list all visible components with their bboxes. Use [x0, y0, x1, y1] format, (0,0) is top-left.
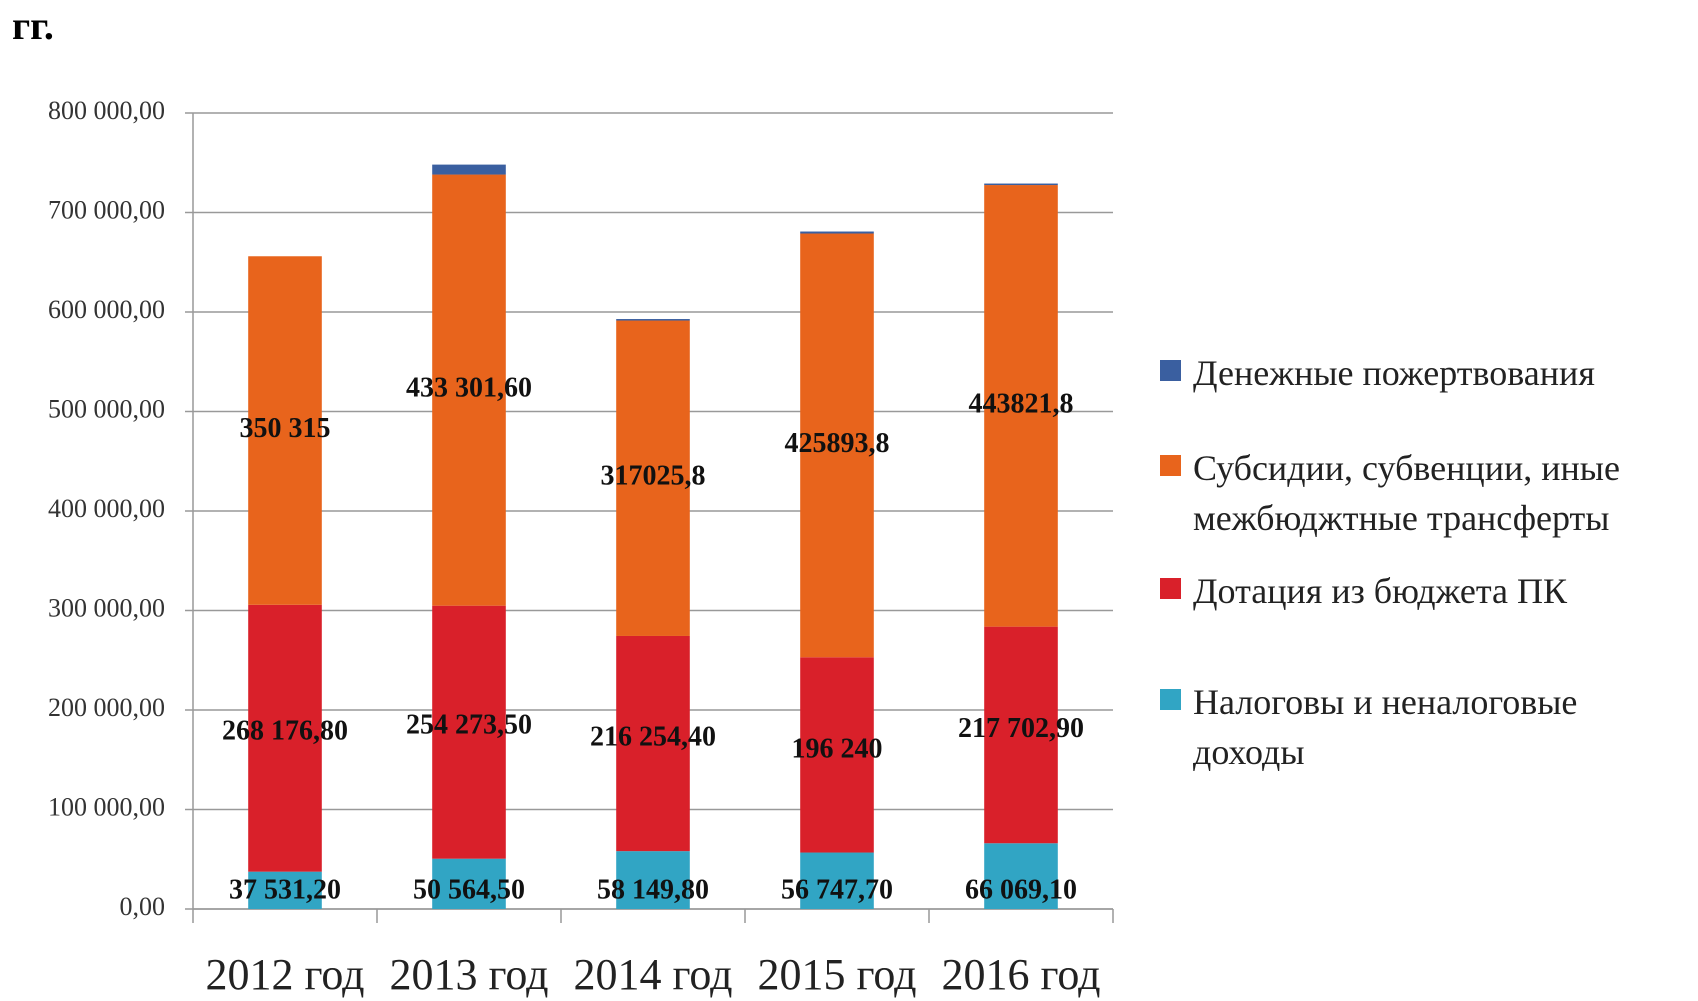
data-label: 196 240 — [792, 733, 883, 764]
data-label: 37 531,20 — [229, 874, 341, 905]
bar-segment — [800, 233, 874, 658]
x-tick-label: 2015 год — [757, 950, 916, 999]
data-label: 217 702,90 — [958, 713, 1084, 744]
legend-item: Дотация из бюджета ПК — [1160, 566, 1690, 616]
bar-segment — [248, 256, 322, 605]
bar-segment — [432, 164, 506, 175]
bar-segment — [248, 604, 322, 872]
legend-swatch — [1160, 578, 1181, 599]
legend-swatch — [1160, 360, 1181, 381]
data-label: 350 315 — [240, 413, 331, 444]
bar-segment — [984, 183, 1058, 186]
data-label: 317025,8 — [601, 461, 706, 492]
bar-segment — [800, 852, 874, 909]
y-tick-label: 700 000,00 — [48, 195, 165, 224]
y-tick-label: 300 000,00 — [48, 593, 165, 622]
bar-segment — [248, 871, 322, 909]
legend-label: Субсидии, субвенции, иные межбюджтные тр… — [1193, 448, 1620, 538]
data-label: 56 747,70 — [781, 874, 893, 905]
bar-segment — [800, 231, 874, 234]
data-label: 66 069,10 — [965, 874, 1077, 905]
bar-segment — [616, 635, 690, 852]
y-tick-label: 400 000,00 — [48, 494, 165, 523]
chart-title: гг. — [12, 3, 54, 48]
bar-segment — [616, 319, 690, 321]
y-tick-label: 500 000,00 — [48, 394, 165, 423]
y-tick-label: 800 000,00 — [48, 96, 165, 125]
data-label: 216 254,40 — [590, 722, 716, 753]
bar-segment — [984, 185, 1058, 627]
bar-segment — [800, 657, 874, 853]
legend-label: Налоговы и неналоговые доходы — [1193, 682, 1578, 772]
bar-segment — [984, 626, 1058, 844]
legend-label: Денежные пожертвования — [1193, 353, 1595, 393]
y-tick-label: 200 000,00 — [48, 693, 165, 722]
data-label: 50 564,50 — [413, 874, 525, 905]
data-label: 433 301,60 — [406, 373, 532, 404]
bar-segment — [432, 858, 506, 909]
data-label: 425893,8 — [785, 428, 890, 459]
data-label: 58 149,80 — [597, 874, 709, 905]
legend-item: Налоговы и неналоговые доходы — [1160, 677, 1690, 777]
data-label: 268 176,80 — [222, 715, 348, 746]
y-tick-label: 100 000,00 — [48, 792, 165, 821]
legend-swatch — [1160, 689, 1181, 710]
bar-segment — [984, 843, 1058, 909]
bar-segment — [616, 320, 690, 636]
x-tick-label: 2013 год — [389, 950, 548, 999]
data-label: 254 273,50 — [406, 710, 532, 741]
legend-item: Субсидии, субвенции, иные межбюджтные тр… — [1160, 443, 1690, 543]
bar-segment — [616, 851, 690, 909]
legend-label: Дотация из бюджета ПК — [1193, 571, 1568, 611]
y-tick-label: 0,00 — [120, 892, 166, 921]
data-label: 443821,8 — [969, 388, 1074, 419]
x-tick-label: 2012 год — [205, 950, 364, 999]
legend-item: Денежные пожертвования — [1160, 348, 1690, 398]
bar-segment — [432, 605, 506, 859]
y-tick-label: 600 000,00 — [48, 295, 165, 324]
legend-swatch — [1160, 455, 1181, 476]
x-tick-label: 2014 год — [573, 950, 732, 999]
bar-segment — [432, 174, 506, 606]
x-tick-label: 2016 год — [941, 950, 1100, 999]
